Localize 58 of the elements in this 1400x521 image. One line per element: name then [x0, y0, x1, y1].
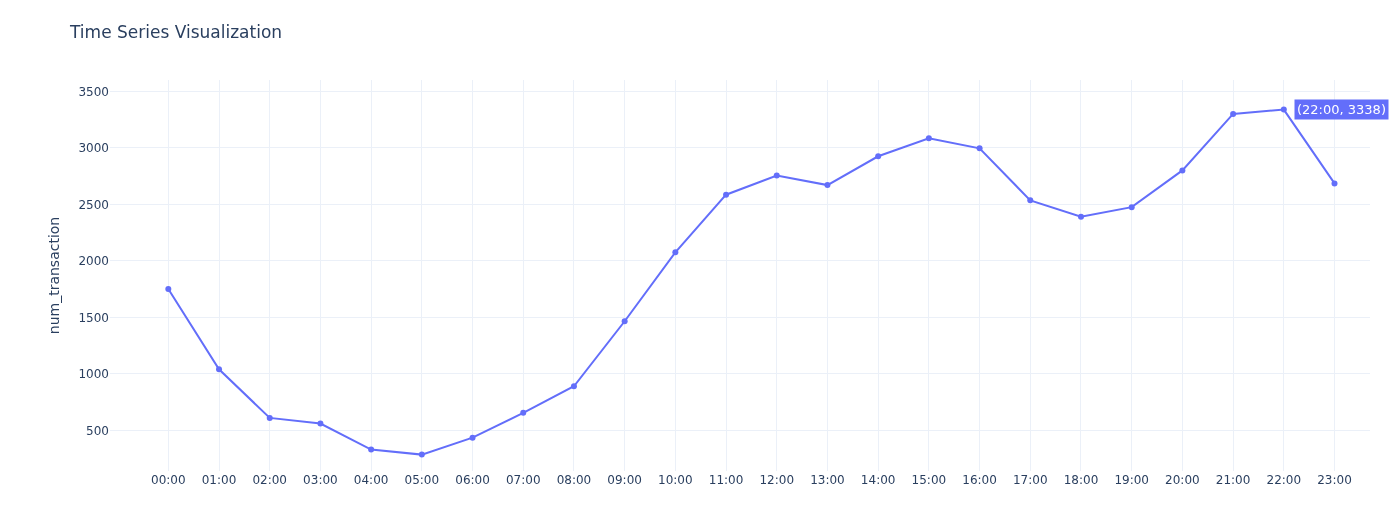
point — [1077, 213, 1084, 220]
point — [520, 409, 527, 416]
y-tick-label: 2000 — [78, 254, 109, 269]
point — [1027, 197, 1034, 204]
x-tick-label: 22:00 — [1266, 473, 1302, 487]
point — [875, 153, 882, 160]
x-tick-label: 11:00 — [708, 473, 744, 487]
x-tick-label: 10:00 — [658, 473, 693, 487]
x-tick-label: 20:00 — [1165, 473, 1200, 487]
x-tick-label: 19:00 — [1114, 473, 1149, 487]
x-tick-label: 23:00 — [1317, 473, 1352, 487]
point — [672, 249, 679, 256]
point — [368, 446, 375, 453]
x-tick-label: 08:00 — [556, 473, 592, 487]
y-axis-title: num_transaction — [46, 216, 63, 335]
y-tick-label: 3500 — [78, 84, 109, 99]
y-tick-label: 500 — [86, 423, 109, 438]
point — [976, 145, 983, 152]
point — [418, 451, 425, 458]
x-tick-label: 17:00 — [1012, 473, 1048, 487]
x-tick-label: 16:00 — [962, 473, 997, 487]
y-tick-label: 1000 — [78, 367, 109, 382]
point — [773, 172, 780, 179]
x-tick-label: 04:00 — [353, 473, 389, 487]
point — [1331, 180, 1338, 187]
point — [1179, 167, 1186, 174]
annotation: (22:00, 3338) — [1297, 102, 1386, 117]
y-tick-label: 1500 — [78, 310, 109, 325]
point — [570, 383, 577, 390]
x-tick-label: 01:00 — [201, 473, 237, 487]
y-tick-label: 2500 — [78, 197, 109, 212]
x-tick-label: 05:00 — [404, 473, 440, 487]
x-tick-label: 07:00 — [505, 473, 541, 487]
point — [621, 318, 628, 325]
x-tick-label: 13:00 — [810, 473, 845, 487]
point — [216, 366, 223, 373]
x-tick-label: 18:00 — [1063, 473, 1099, 487]
x-tick-label: 06:00 — [455, 473, 490, 487]
point — [723, 191, 730, 198]
point — [824, 182, 831, 189]
point — [266, 414, 273, 421]
y-tick-label: 3000 — [78, 141, 109, 155]
point — [469, 434, 476, 441]
point — [165, 286, 172, 293]
x-tick-label: 15:00 — [911, 473, 947, 487]
chart-title: Time Series Visualization — [69, 21, 283, 42]
x-tick-label: 09:00 — [607, 473, 642, 487]
x-tick-label: 14:00 — [860, 473, 896, 487]
point — [1280, 106, 1287, 113]
x-tick-label: 21:00 — [1215, 473, 1251, 487]
point — [1230, 110, 1237, 117]
point — [1128, 204, 1135, 211]
x-tick-label: 12:00 — [759, 473, 795, 487]
point — [317, 420, 324, 427]
x-tick-label: 02:00 — [252, 473, 288, 487]
x-tick-label: 00:00 — [151, 473, 186, 487]
x-tick-label: 03:00 — [303, 473, 338, 487]
point — [925, 135, 932, 142]
